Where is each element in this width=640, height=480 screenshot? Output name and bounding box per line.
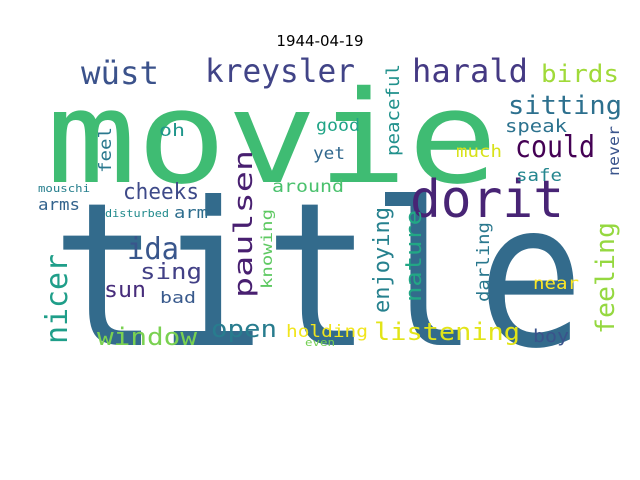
- word-arm: arm: [174, 203, 208, 222]
- word-safe: safe: [516, 166, 562, 186]
- word-sun: sun: [104, 278, 146, 303]
- word-open: open: [211, 315, 277, 343]
- word-sitting: sitting: [508, 91, 622, 121]
- word-birds: birds: [541, 60, 619, 88]
- word-holding: holding: [286, 322, 368, 342]
- word-sing: sing: [140, 260, 202, 285]
- word-bad: bad: [160, 288, 196, 307]
- word-could: could: [515, 130, 595, 165]
- word-paulsen: paulsen: [229, 150, 259, 298]
- word-feeling: feeling: [591, 222, 621, 334]
- word-wust: wüst: [81, 54, 159, 92]
- word-listening: listening: [374, 318, 520, 346]
- page-title: 1944-04-19: [276, 32, 364, 50]
- word-near: near: [533, 274, 579, 294]
- word-enjoying: enjoying: [370, 207, 395, 313]
- word-kreysler: kreysler: [205, 52, 355, 90]
- word-ida: ida: [127, 232, 179, 267]
- word-window: window: [97, 323, 198, 351]
- word-around: around: [272, 177, 344, 197]
- word-oh: oh: [159, 121, 185, 141]
- word-cheeks: cheeks: [123, 180, 199, 205]
- word-dorit: dorit: [410, 170, 564, 230]
- word-peaceful: peaceful: [383, 64, 404, 156]
- word-much: much: [456, 142, 502, 162]
- word-arms: arms: [38, 195, 80, 214]
- word-even: even: [305, 336, 335, 349]
- word-disturbed: disturbed: [105, 207, 169, 220]
- word-feel: feel: [96, 127, 116, 173]
- word-mouschi: mouschi: [38, 182, 90, 195]
- word-speak: speak: [505, 116, 567, 137]
- word-title: title: [52, 160, 584, 393]
- word-good: good: [316, 116, 360, 136]
- word-knowing: knowing: [258, 209, 276, 289]
- word-never: never: [605, 126, 623, 176]
- word-movie: movie: [46, 64, 498, 213]
- word-yet: yet: [313, 144, 345, 164]
- word-darling: darling: [474, 222, 494, 302]
- word-nicer: nicer: [40, 254, 75, 344]
- word-boy: boy: [533, 326, 569, 347]
- word-nature: nature: [402, 210, 427, 302]
- word-harald: harald: [412, 52, 528, 90]
